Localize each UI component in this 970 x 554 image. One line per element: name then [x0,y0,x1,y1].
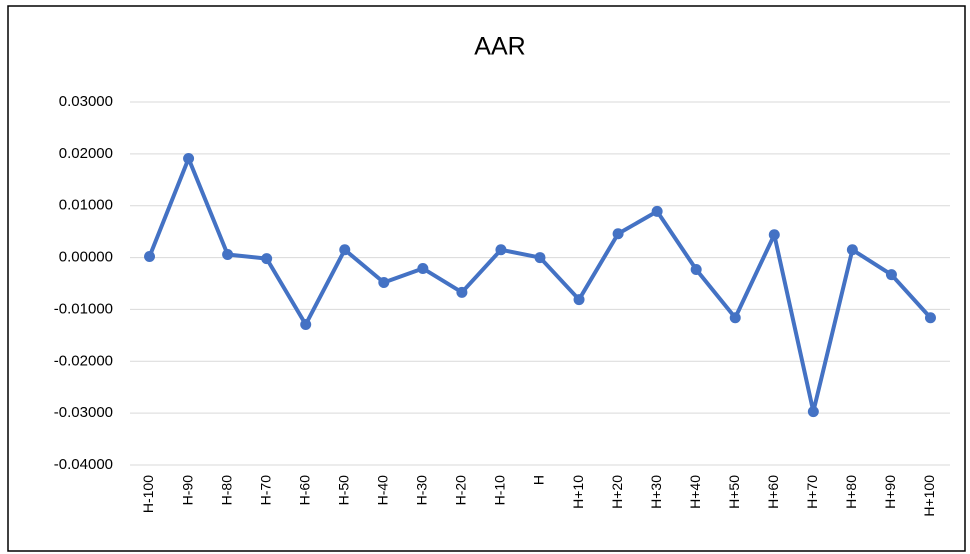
x-tick-label: H-90 [179,475,195,506]
x-tick-label: H+90 [882,475,898,509]
y-tick-label: -0.04000 [54,456,113,473]
data-point [417,262,429,274]
data-point [651,205,663,217]
data-point [456,286,468,298]
x-tick-label: H+80 [843,475,859,509]
y-tick-label: -0.02000 [54,352,113,369]
x-tick-label: H-40 [375,475,391,506]
data-point [573,294,585,306]
y-tick-label: -0.01000 [54,300,113,317]
x-tick-label: H+20 [609,475,625,509]
x-tick-label: H-50 [335,475,351,506]
data-point [495,244,507,256]
data-point [729,312,741,324]
data-point [144,251,156,263]
data-point [261,253,273,265]
x-tick-label: H+60 [765,475,781,509]
chart-border [7,5,966,552]
data-point [807,406,819,418]
x-tick-label: H+40 [687,475,703,509]
x-tick-label: H-100 [140,475,156,513]
x-tick-label: H-30 [414,475,430,506]
x-tick-label: H-20 [453,475,469,506]
x-tick-label: H+70 [804,475,820,509]
data-point [612,228,624,240]
data-point [183,153,195,165]
data-point [924,312,936,324]
x-tick-label: H-80 [218,475,234,506]
y-tick-label: 0.01000 [59,197,113,214]
x-tick-label: H+50 [726,475,742,509]
y-tick-label: 0.03000 [59,93,113,110]
x-tick-label: H-70 [257,475,273,506]
data-point [885,269,897,281]
data-point [768,229,780,241]
data-point [690,263,702,275]
data-point [534,252,546,264]
data-point [222,248,234,260]
x-tick-label: H-60 [296,475,312,506]
x-tick-label: H+30 [648,475,664,509]
data-point [846,244,858,256]
data-point [378,276,390,288]
x-tick-label: H-10 [492,475,508,506]
x-tick-label: H+10 [570,475,586,509]
x-tick-label: H [531,475,547,485]
y-tick-label: 0.00000 [59,249,113,266]
data-point [300,318,312,330]
x-tick-label: H+100 [921,475,937,517]
y-tick-label: -0.03000 [54,404,113,421]
chart-title: AAR [474,33,525,61]
y-tick-label: 0.02000 [59,145,113,162]
data-point [339,244,351,256]
